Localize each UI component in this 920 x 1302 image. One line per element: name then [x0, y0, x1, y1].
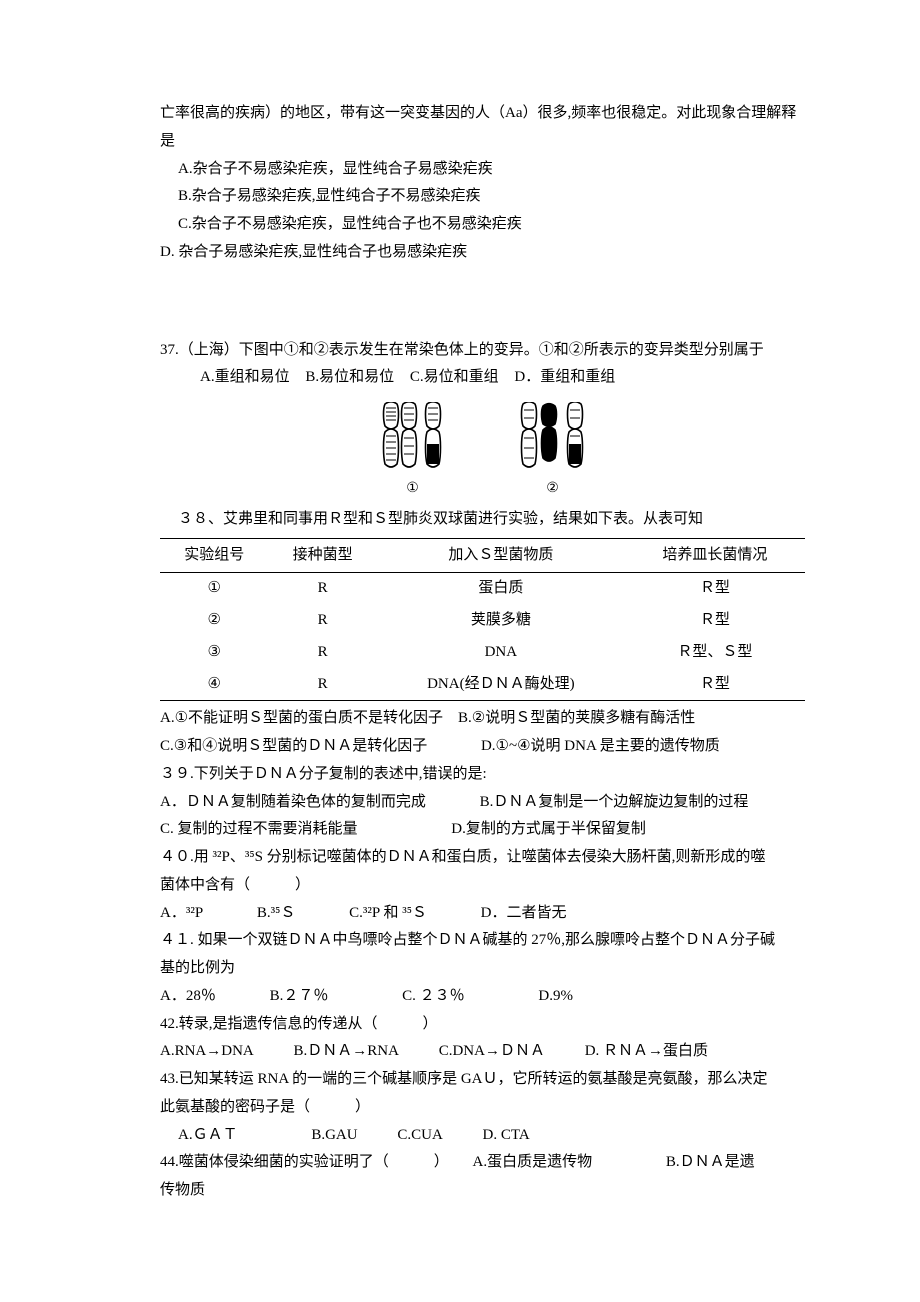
- q42-opt-c: C.DNA→ＤＮＡ: [439, 1038, 545, 1066]
- table-row: ④ R DNA(经ＤＮＡ酶处理) Ｒ型: [160, 669, 805, 701]
- q43-stem-2: 此氨基酸的密码子是（ ）: [160, 1094, 805, 1122]
- chrom-label-1: ①: [406, 476, 419, 502]
- q42-opts: A.RNA→DNA B.ＤＮＡ→RNA C.DNA→ＤＮＡ D. ＲＮＡ→蛋白质: [160, 1038, 805, 1066]
- q44-opt-a: A.蛋白质是遗传物: [473, 1149, 593, 1177]
- th-3: 加入Ｓ型菌物质: [377, 538, 625, 573]
- q41-opt-a: A．28％: [160, 983, 216, 1011]
- q36-stem-cont: 亡率很高的疾病）的地区，带有这一突变基因的人（Aa）很多,频率也很稳定。对此现象…: [160, 100, 805, 156]
- q39-stem: ３９.下列关于ＤＮＡ分子复制的表述中,错误的是:: [160, 761, 805, 789]
- q44-opt-b: B.ＤＮＡ是遗: [666, 1149, 755, 1177]
- q42-opt-a: A.RNA→DNA: [160, 1038, 254, 1066]
- table-header-row: 实验组号 接种菌型 加入Ｓ型菌物质 培养皿长菌情况: [160, 538, 805, 573]
- q38-opt-c: C.③和④说明Ｓ型菌的ＤＮＡ是转化因子: [160, 733, 427, 761]
- table-row: ③ R DNA Ｒ型、Ｓ型: [160, 637, 805, 669]
- q40-stem-1: ４０.用 ³²P、³⁵S 分别标记噬菌体的ＤＮＡ和蛋白质，让噬菌体去侵染大肠杆菌…: [160, 844, 805, 872]
- q36-opt-b: B.杂合子易感染疟疾,显性纯合子不易感染疟疾: [160, 183, 805, 211]
- chrom-label-2: ②: [546, 476, 559, 502]
- q43-opt-c: C.CUA: [397, 1122, 442, 1150]
- q38-opts-line1: A.①不能证明Ｓ型菌的蛋白质不是转化因子 B.②说明Ｓ型菌的荚膜多糖有酶活性: [160, 705, 805, 733]
- q41-opts: A．28％ B.２７％ C. ２３％ D.9%: [160, 983, 805, 1011]
- q39-opt-d: D.复制的方式属于半保留复制: [451, 816, 646, 844]
- q41-opt-b: B.２７％: [270, 983, 329, 1011]
- chrom-group-1-icon: [373, 402, 453, 472]
- q39-opt-c: C. 复制的过程不需要消耗能量: [160, 816, 358, 844]
- q38-opt-b: B.②说明Ｓ型菌的荚膜多糖有酶活性: [458, 705, 695, 733]
- q37-opt-b: B.易位和易位: [305, 364, 394, 392]
- q42-stem: 42.转录,是指遗传信息的传递从（ ）: [160, 1011, 805, 1039]
- q41-stem-2: 基的比例为: [160, 955, 805, 983]
- q42-opt-b: B.ＤＮＡ→RNA: [294, 1038, 399, 1066]
- q40-stem-2: 菌体中含有（ ）: [160, 872, 805, 900]
- q41-stem-1: ４１. 如果一个双链ＤＮＡ中鸟嘌呤占整个ＤＮＡ碱基的 27％,那么腺嘌呤占整个Ｄ…: [160, 927, 805, 955]
- q40-opt-a: A．³²P: [160, 900, 203, 928]
- q37-opt-d: D．重组和重组: [514, 364, 615, 392]
- q39-opt-a: A．ＤＮＡ复制随着染色体的复制而完成: [160, 789, 426, 817]
- q38-opts-line2: C.③和④说明Ｓ型菌的ＤＮＡ是转化因子 D.①~④说明 DNA 是主要的遗传物质: [160, 733, 805, 761]
- q43-opt-d: D. CTA: [483, 1122, 530, 1150]
- th-2: 接种菌型: [268, 538, 376, 573]
- q40-opt-c: C.³²P 和 ³⁵Ｓ: [349, 900, 427, 928]
- q42-opt-d: D. ＲＮＡ→蛋白质: [585, 1038, 708, 1066]
- q44-stem: 44.噬菌体侵染细菌的实验证明了（ ）: [160, 1149, 449, 1177]
- q37-stem: 37.（上海）下图中①和②表示发生在常染色体上的变异。①和②所表示的变异类型分别…: [160, 337, 805, 365]
- q38-opt-a: A.①不能证明Ｓ型菌的蛋白质不是转化因子: [160, 705, 443, 733]
- q41-opt-d: D.9%: [538, 983, 573, 1011]
- q38-table: 实验组号 接种菌型 加入Ｓ型菌物质 培养皿长菌情况 ① R 蛋白质 Ｒ型 ② R…: [160, 538, 805, 702]
- q36-opt-a: A.杂合子不易感染疟疾，显性纯合子易感染疟疾: [160, 156, 805, 184]
- q39-opt-b: B.ＤＮＡ复制是一个边解旋边复制的过程: [480, 789, 749, 817]
- q43-opt-a: A.ＧＡＴ: [178, 1122, 238, 1150]
- th-1: 实验组号: [160, 538, 268, 573]
- q38-opt-d: D.①~④说明 DNA 是主要的遗传物质: [481, 733, 720, 761]
- q44-cont: 传物质: [160, 1177, 805, 1205]
- q36-opt-d: D. 杂合子易感染疟疾,显性纯合子也易感染疟疾: [160, 239, 805, 267]
- chromosome-diagram: ①: [160, 402, 805, 502]
- q40-opt-d: D．二者皆无: [481, 900, 567, 928]
- q37-opt-a: A.重组和易位: [200, 364, 290, 392]
- table-row: ② R 荚膜多糖 Ｒ型: [160, 605, 805, 637]
- q38-stem: ３８、艾弗里和同事用Ｒ型和Ｓ型肺炎双球菌进行实验，结果如下表。从表可知: [160, 506, 805, 534]
- q36-opt-c: C.杂合子不易感染疟疾，显性纯合子也不易感染疟疾: [160, 211, 805, 239]
- q40-opts: A．³²P B.³⁵Ｓ C.³²P 和 ³⁵Ｓ D．二者皆无: [160, 900, 805, 928]
- q40-opt-b: B.³⁵Ｓ: [257, 900, 295, 928]
- q39-opts-line1: A．ＤＮＡ复制随着染色体的复制而完成 B.ＤＮＡ复制是一个边解旋边复制的过程: [160, 789, 805, 817]
- q37-options: A.重组和易位 B.易位和易位 C.易位和重组 D．重组和重组: [160, 364, 805, 392]
- th-4: 培养皿长菌情况: [625, 538, 805, 573]
- chrom-group-2-icon: [513, 402, 593, 472]
- q44-line1: 44.噬菌体侵染细菌的实验证明了（ ） A.蛋白质是遗传物 B.ＤＮＡ是遗: [160, 1149, 805, 1177]
- q39-opts-line2: C. 复制的过程不需要消耗能量 D.复制的方式属于半保留复制: [160, 816, 805, 844]
- q37-opt-c: C.易位和重组: [410, 364, 499, 392]
- q43-stem-1: 43.已知某转运 RNA 的一端的三个碱基顺序是 GAＵ，它所转运的氨基酸是亮氨…: [160, 1066, 805, 1094]
- q41-opt-c: C. ２３％: [402, 983, 465, 1011]
- table-row: ① R 蛋白质 Ｒ型: [160, 573, 805, 605]
- q43-opts: A.ＧＡＴ B.GAU C.CUA D. CTA: [160, 1122, 805, 1150]
- q43-opt-b: B.GAU: [311, 1122, 357, 1150]
